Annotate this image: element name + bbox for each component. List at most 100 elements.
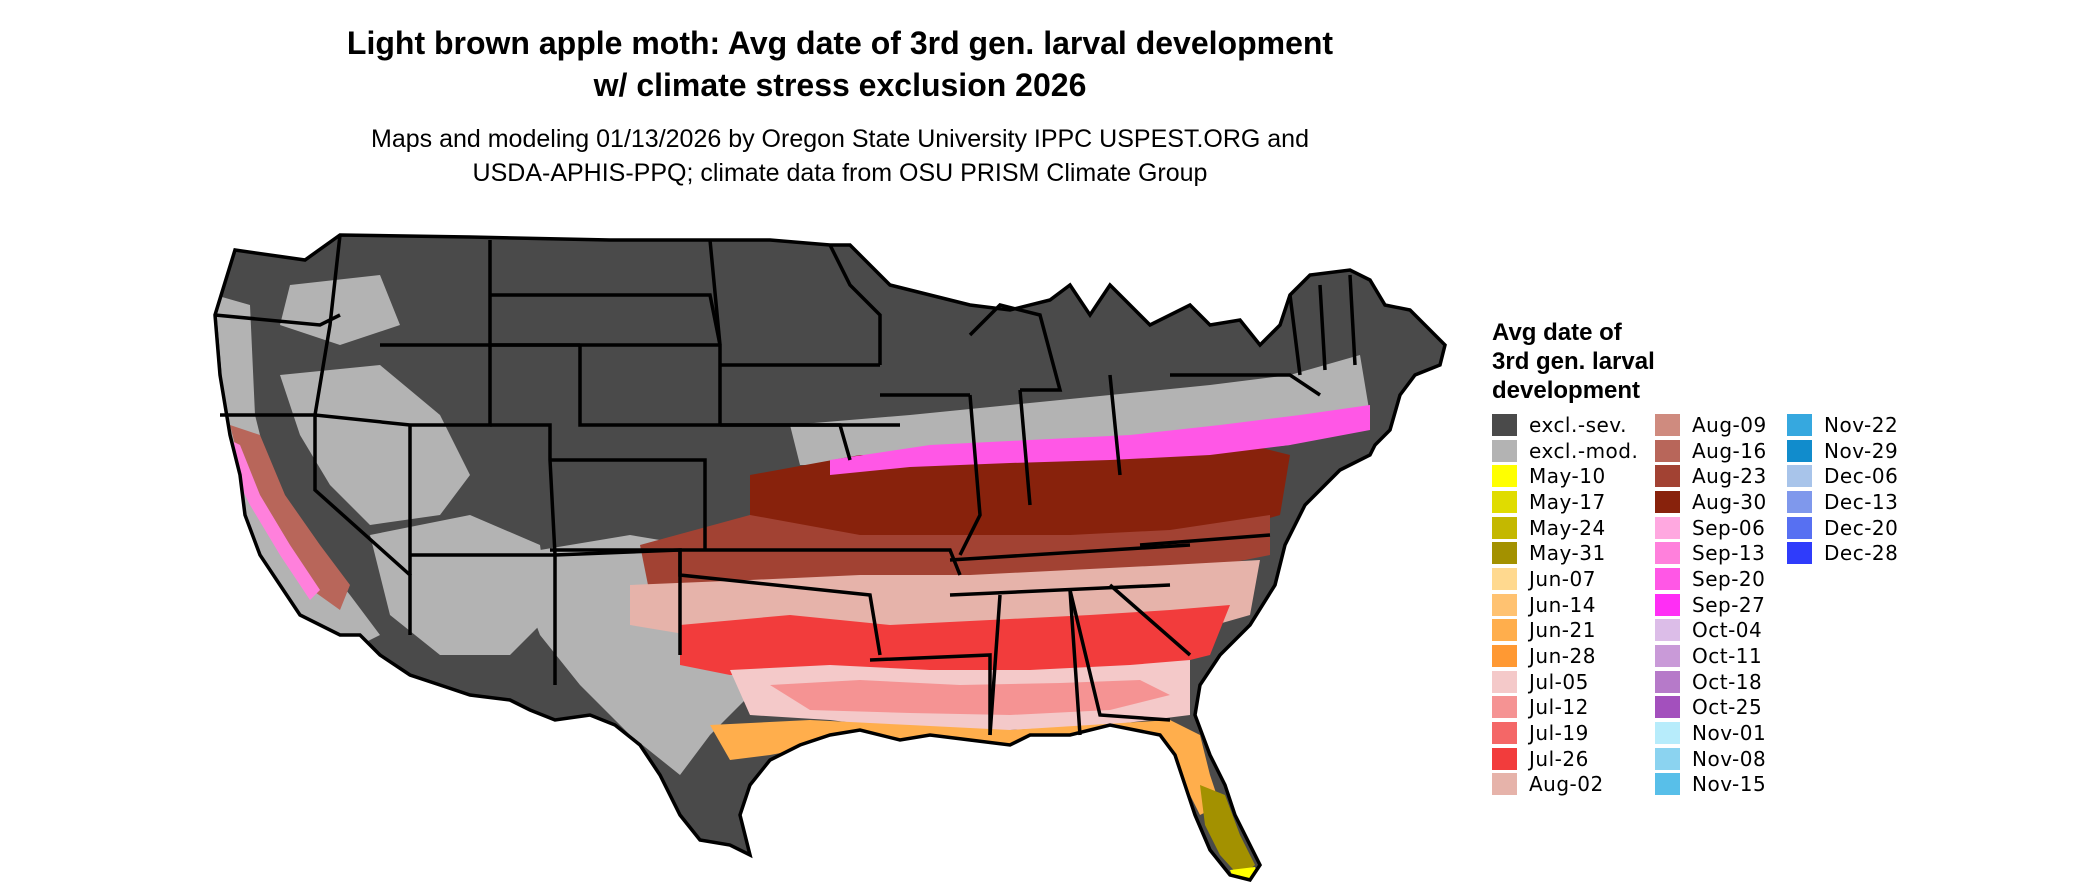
legend-swatch [1655,439,1680,462]
border-ms-al [988,589,1082,736]
legend-title-line-1: Avg date of [1492,319,1622,346]
legend-swatch [1492,593,1517,616]
border-wy-ne [578,345,705,427]
legend-label: Oct-11 [1692,644,1763,669]
legend-item: Aug-16 [1655,438,1767,464]
border-il-in [958,394,982,556]
region-gulf-jun [710,720,1220,815]
legend-item: excl.-sev. [1492,412,1638,438]
legend-swatch [1655,490,1680,513]
border-nc-va [1139,533,1271,547]
border-ok-tx [678,550,882,656]
legend-swatch [1492,747,1517,770]
border-ut-co [490,423,557,556]
legend-label: Dec-13 [1824,489,1899,514]
legend-swatch [1655,619,1680,642]
legend-swatch [1655,465,1680,488]
map-subtitle: Maps and modeling 01/13/2026 by Oregon S… [240,122,1440,190]
legend-item: Jul-26 [1492,746,1638,772]
state-borders [213,233,1447,882]
legend-swatch [1655,670,1680,693]
legend-item: Oct-18 [1655,669,1767,695]
legend-label: Jul-05 [1529,669,1589,694]
us-map [213,233,1447,882]
legend-label: Dec-20 [1824,515,1899,540]
legend-label: May-24 [1529,515,1606,540]
legend-swatch [1492,516,1517,539]
legend-item: Nov-08 [1655,746,1767,772]
legend-item: Sep-27 [1655,592,1767,618]
legend-swatch [1655,516,1680,539]
border-ne-states [1288,274,1357,376]
legend-label: Jun-21 [1529,618,1596,643]
legend-label: Dec-28 [1824,541,1899,566]
legend-label: Nov-22 [1824,412,1899,437]
region-great-basin-mod [280,365,470,525]
legend-label: Dec-06 [1824,464,1899,489]
legend-label: Nov-29 [1824,438,1899,463]
legend-swatch [1492,696,1517,719]
legend-item: Sep-20 [1655,566,1767,592]
legend-label: Aug-23 [1692,464,1767,489]
legend-label: May-17 [1529,489,1606,514]
legend-item: Jul-19 [1492,720,1638,746]
border-mi [968,303,1063,392]
legend-item: Oct-25 [1655,695,1767,721]
legend-item: May-31 [1492,540,1638,566]
legend-label: Jul-26 [1529,746,1589,771]
legend-item: May-17 [1492,489,1638,515]
border-mt-nd [488,240,580,347]
legend-item: Jul-05 [1492,669,1638,695]
legend-item: Nov-29 [1787,438,1898,464]
legend-item: Aug-23 [1655,463,1767,489]
legend-swatch [1492,542,1517,565]
region-snake-river-mod [280,275,400,345]
us-border [213,233,1447,882]
legend-swatch [1492,490,1517,513]
region-sep-band [830,405,1370,475]
border-ar-la [869,653,992,735]
border-al-ga [1068,589,1171,722]
legend-swatch [1492,413,1517,436]
legend-item: Nov-15 [1655,772,1767,798]
legend-swatch [1787,439,1812,462]
legend-item: Jun-14 [1492,592,1638,618]
legend-label: Jun-28 [1529,644,1596,669]
legend-label: Nov-15 [1692,772,1767,797]
legend-column-1: excl.-sev. excl.-mod. May-10 May-17 May-24 Ma… [1492,412,1638,797]
legend-item: Aug-02 [1492,772,1638,798]
legend-item: Aug-30 [1655,489,1767,515]
border-in-oh [1018,389,1032,506]
border-ny-pa [1170,373,1321,397]
legend-label: Jun-07 [1529,566,1596,591]
legend-item: May-24 [1492,515,1638,541]
legend-label: Aug-09 [1692,412,1767,437]
legend-swatch [1655,773,1680,796]
border-ga-sc [1108,583,1192,657]
region-california-coast [220,435,320,600]
legend-swatch [1655,696,1680,719]
legend-label: Jun-14 [1529,592,1596,617]
legend-label: Aug-02 [1529,772,1604,797]
legend-title-line-2: 3rd gen. larval [1492,348,1655,375]
legend-label: Sep-13 [1692,541,1766,566]
legend-item: excl.-mod. [1492,438,1638,464]
legend-label: Oct-04 [1692,618,1763,643]
legend-item: May-10 [1492,463,1638,489]
border-mo-ar [850,548,962,576]
legend-title-line-3: development [1492,377,1641,404]
legend-label: Sep-20 [1692,566,1766,591]
map-title-line-2: w/ climate stress exclusion 2026 [593,67,1087,103]
legend-item: Sep-13 [1655,540,1767,566]
legend-item: Jul-12 [1492,695,1638,721]
legend-swatch [1655,747,1680,770]
legend-swatch [1492,439,1517,462]
legend-swatch [1492,773,1517,796]
legend-item: Oct-04 [1655,618,1767,644]
map-title: Light brown apple moth: Avg date of 3rd … [240,22,1440,106]
legend-item: Dec-06 [1787,463,1898,489]
legend-swatch [1787,542,1812,565]
border-id-west [313,234,342,416]
legend-item: Sep-06 [1655,515,1767,541]
legend-label: Aug-30 [1692,489,1767,514]
